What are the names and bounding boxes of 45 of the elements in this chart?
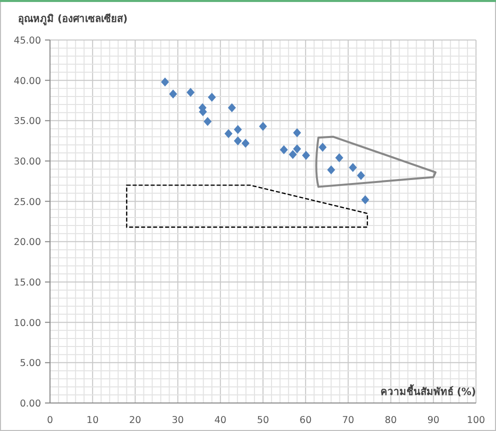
x-tick-label: 60 bbox=[300, 415, 312, 426]
x-tick-label: 30 bbox=[172, 415, 184, 426]
y-tick-label: 25.00 bbox=[14, 196, 41, 208]
y-tick-label: 15.00 bbox=[14, 278, 41, 288]
y-tick-label: 45.00 bbox=[14, 36, 41, 46]
y-tick-label: 0.00 bbox=[20, 398, 41, 410]
point bbox=[204, 116, 212, 126]
y-axis-title: อุณหภูมิ (องศาเซลเซียส) bbox=[18, 13, 128, 26]
y-tick-label: 20.00 bbox=[14, 237, 41, 248]
x-tick-label: 10 bbox=[86, 415, 99, 426]
point bbox=[242, 138, 250, 148]
point bbox=[361, 195, 370, 204]
x-tick-label: 90 bbox=[427, 415, 440, 426]
point bbox=[293, 144, 302, 154]
point bbox=[302, 150, 310, 160]
point bbox=[293, 128, 302, 138]
x-tick-label: 50 bbox=[256, 415, 270, 426]
point bbox=[234, 125, 242, 134]
x-axis-title: ความชื้นสัมพัทธ์ (%) bbox=[380, 384, 476, 398]
y-tick-label: 5.00 bbox=[20, 358, 41, 370]
point bbox=[318, 142, 327, 152]
point bbox=[335, 153, 344, 162]
x-tick-label: 80 bbox=[384, 415, 397, 426]
point bbox=[161, 77, 170, 86]
x-tick-label: 20 bbox=[129, 415, 142, 426]
point bbox=[288, 150, 297, 160]
x-tick-label: 70 bbox=[342, 415, 354, 426]
y-tick-label: 35.00 bbox=[14, 116, 41, 128]
point bbox=[234, 136, 242, 146]
point bbox=[224, 129, 232, 138]
y-tick-label: 10.00 bbox=[14, 318, 41, 329]
point bbox=[169, 90, 178, 99]
x-tick-label: 0 bbox=[46, 415, 54, 426]
point bbox=[259, 122, 267, 131]
point bbox=[348, 162, 357, 172]
point bbox=[228, 103, 236, 112]
point bbox=[280, 145, 288, 154]
point bbox=[186, 88, 195, 97]
point bbox=[208, 92, 216, 102]
point bbox=[327, 165, 336, 174]
y-tick-label: 40.00 bbox=[14, 76, 41, 87]
point bbox=[356, 171, 365, 180]
x-tick-label: 40 bbox=[214, 415, 226, 426]
x-tick-label: 100 bbox=[466, 415, 486, 426]
y-tick-label: 30.00 bbox=[14, 156, 41, 168]
